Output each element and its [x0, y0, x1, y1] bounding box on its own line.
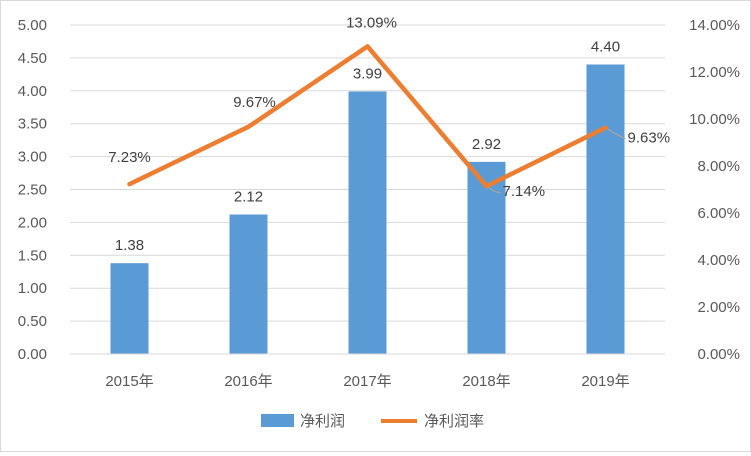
line-value-label: 7.23% [108, 149, 151, 166]
left-axis-tick-label: 1.00 [18, 280, 47, 297]
bar [349, 91, 387, 354]
bar-value-label: 1.38 [115, 237, 144, 254]
right-axis-tick-label: 0.00% [697, 346, 740, 363]
category-tick-label: 2015年 [105, 373, 153, 390]
left-axis-tick-label: 4.00 [18, 83, 47, 100]
right-axis-tick-label: 6.00% [697, 205, 740, 222]
bar-series [111, 64, 625, 354]
left-axis-tick-label: 4.50 [18, 50, 47, 67]
line-value-label: 9.67% [233, 94, 276, 111]
left-axis-tick-label: 3.00 [18, 149, 47, 166]
category-tick-label: 2019年 [581, 373, 629, 390]
right-axis-tick-label: 4.00% [697, 252, 740, 269]
legend-label-line: 净利润率 [424, 412, 484, 430]
left-axis-tick-label: 2.00 [18, 214, 47, 231]
bar [230, 215, 268, 354]
bar [587, 64, 625, 354]
bar-value-label: 4.40 [591, 38, 620, 55]
right-axis-tick-label: 8.00% [697, 158, 740, 175]
right-axis-tick-label: 12.00% [689, 64, 740, 81]
bar [468, 162, 506, 354]
category-tick-label: 2017年 [343, 373, 391, 390]
right-axis-tick-label: 14.00% [689, 17, 740, 34]
right-axis-tick-label: 10.00% [689, 111, 740, 128]
line-value-label: 7.14% [503, 183, 546, 200]
legend: 净利润 净利润率 [261, 412, 484, 430]
category-tick-label: 2018年 [462, 373, 510, 390]
legend-swatch-bar [261, 414, 294, 427]
bar-value-label: 2.92 [472, 136, 501, 153]
right-axis-ticks: 0.00% 2.00% 4.00% 6.00% 8.00% 10.00% 12.00% 14.… [689, 17, 740, 363]
bar [111, 263, 149, 354]
line-value-label: 13.09% [346, 14, 397, 31]
left-axis-tick-label: 0.50 [18, 313, 47, 330]
line-data-labels: 7.23% 9.67% 13.09% 7.14% 9.63% [108, 14, 670, 200]
bar-value-label: 3.99 [353, 65, 382, 82]
category-axis: 2015年 2016年 2017年 2018年 2019年 [70, 354, 665, 390]
left-axis-tick-label: 3.50 [18, 116, 47, 133]
left-axis-tick-label: 5.00 [18, 17, 47, 34]
legend-label-bar: 净利润 [300, 412, 345, 430]
left-axis-tick-label: 1.50 [18, 247, 47, 264]
right-axis-tick-label: 2.00% [697, 299, 740, 316]
left-axis-tick-label: 0.00 [18, 346, 47, 363]
left-axis-tick-label: 2.50 [18, 182, 47, 199]
category-tick-label: 2016年 [224, 373, 272, 390]
bar-value-label: 2.12 [234, 189, 263, 206]
left-axis-ticks: 0.00 0.50 1.00 1.50 2.00 2.50 3.00 3.50 4.00 4.50… [18, 17, 47, 363]
line-value-label: 9.63% [628, 130, 671, 147]
